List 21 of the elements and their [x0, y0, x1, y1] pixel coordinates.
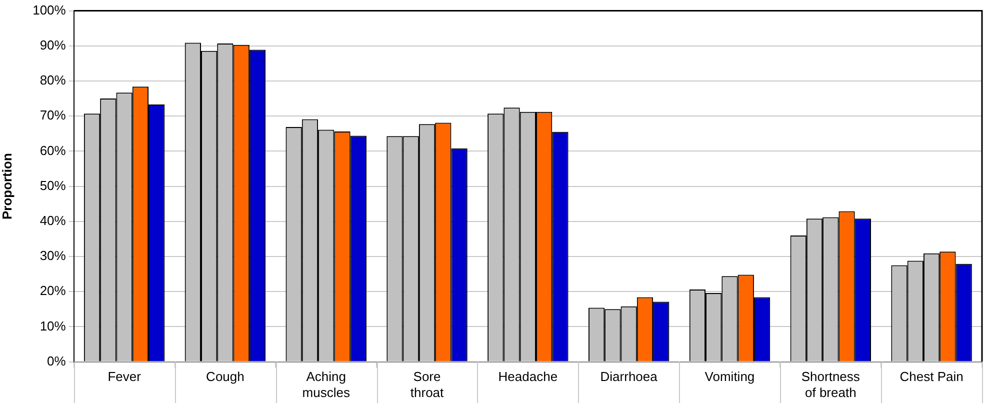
y-tick-label: 80%: [40, 72, 66, 88]
x-tick-label: Diarrhoea: [600, 369, 658, 384]
y-tick-label: 30%: [40, 248, 66, 264]
y-tick-label: 50%: [40, 178, 66, 193]
x-tick-label: Vomiting: [704, 369, 755, 384]
y-tick-label: 100%: [32, 2, 66, 18]
y-tick-label: 10%: [40, 318, 66, 334]
y-tick-label: 40%: [40, 212, 66, 228]
y-tick-label: 60%: [40, 142, 66, 158]
y-tick-label: 0%: [47, 353, 66, 368]
x-tick-label: Headache: [498, 369, 558, 384]
x-tick-label: Shortness of breath: [801, 369, 860, 400]
x-tick-label: Cough: [206, 369, 244, 384]
y-tick-label: 70%: [40, 108, 66, 123]
x-tick-label: Aching muscles: [302, 369, 350, 400]
x-tick-label: Sore throat: [410, 369, 444, 400]
y-axis-title: Proportion: [0, 153, 14, 220]
x-tick-label: Fever: [108, 369, 142, 384]
y-tick-label: 90%: [40, 37, 66, 52]
x-tick-label: Chest Pain: [900, 369, 964, 384]
y-tick-label: 20%: [40, 283, 66, 298]
